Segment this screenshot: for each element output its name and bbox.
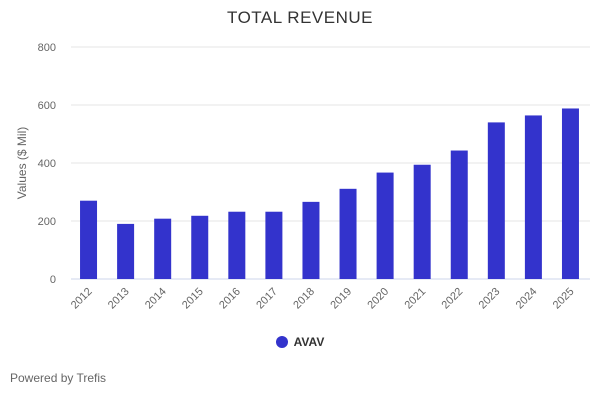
x-tick-label: 2017	[254, 286, 280, 312]
bar-2015	[191, 215, 209, 279]
bar-2020	[376, 172, 394, 279]
bar-2013	[117, 223, 135, 279]
bar-2024	[524, 115, 542, 279]
bar-2023	[487, 122, 505, 280]
bar-chart: 0 200 400 600 800 Values ($ Mil) 2012 2013 2014 2…	[15, 42, 590, 312]
x-tick-label: 2024	[514, 286, 540, 312]
bar-2021	[413, 164, 431, 279]
x-tick-label: 2014	[143, 286, 169, 312]
x-tick-label: 2021	[403, 286, 429, 312]
bar-2019	[339, 188, 357, 279]
bar-2014	[154, 218, 172, 279]
legend-label: AVAV	[293, 335, 325, 349]
legend-marker	[275, 336, 288, 348]
chart-title: TOTAL REVENUE	[227, 8, 373, 27]
bar-2012	[80, 200, 98, 279]
bar-2018	[302, 201, 320, 279]
y-tick-label: 600	[38, 100, 56, 112]
x-tick-label: 2019	[328, 286, 354, 312]
y-tick-label: 400	[38, 158, 56, 170]
powered-by-credit: Powered by Trefis	[10, 371, 107, 385]
legend[interactable]: AVAV	[0, 335, 600, 349]
bar-2025	[561, 108, 579, 279]
x-tick-label: 2012	[69, 286, 95, 312]
x-tick-label: 2015	[180, 286, 206, 312]
x-tick-label: 2013	[106, 286, 132, 312]
bar-2017	[265, 211, 283, 279]
x-tick-label: 2022	[440, 286, 466, 312]
bar-2022	[450, 150, 468, 279]
x-tick-label: 2025	[551, 286, 577, 312]
x-tick-label: 2023	[477, 286, 503, 312]
y-axis-label: Values ($ Mil)	[15, 127, 29, 199]
y-tick-label: 800	[38, 42, 56, 54]
y-tick-label: 200	[38, 216, 56, 228]
y-tick-label: 0	[50, 274, 56, 286]
x-tick-label: 2018	[291, 286, 317, 312]
bar-2016	[228, 211, 246, 279]
x-tick-label: 2016	[217, 286, 243, 312]
x-tick-label: 2020	[365, 286, 391, 312]
